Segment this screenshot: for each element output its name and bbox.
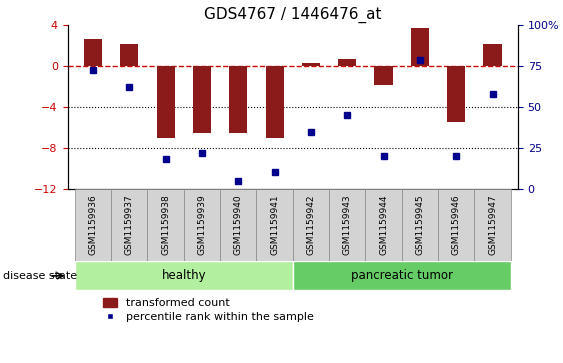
Bar [338, 59, 356, 66]
FancyBboxPatch shape [293, 189, 329, 261]
Text: GSM1159937: GSM1159937 [125, 195, 134, 256]
Bar [157, 66, 175, 138]
FancyBboxPatch shape [365, 189, 402, 261]
Bar [266, 66, 284, 138]
Text: GSM1159944: GSM1159944 [379, 195, 388, 255]
Bar [84, 39, 102, 66]
FancyBboxPatch shape [438, 189, 475, 261]
Title: GDS4767 / 1446476_at: GDS4767 / 1446476_at [204, 7, 382, 23]
Text: healthy: healthy [162, 269, 206, 282]
Text: pancreatic tumor: pancreatic tumor [351, 269, 453, 282]
Bar [447, 66, 465, 122]
Bar [120, 44, 138, 66]
FancyBboxPatch shape [293, 261, 511, 290]
FancyBboxPatch shape [111, 189, 148, 261]
FancyBboxPatch shape [256, 189, 293, 261]
FancyBboxPatch shape [220, 189, 256, 261]
Text: disease state: disease state [3, 271, 77, 281]
Text: GSM1159939: GSM1159939 [198, 195, 207, 256]
Text: GSM1159941: GSM1159941 [270, 195, 279, 256]
Bar [229, 66, 247, 132]
Text: GSM1159940: GSM1159940 [234, 195, 243, 256]
Text: GSM1159943: GSM1159943 [343, 195, 352, 256]
Text: GSM1159945: GSM1159945 [415, 195, 425, 256]
Legend: transformed count, percentile rank within the sample: transformed count, percentile rank withi… [101, 296, 316, 324]
Bar [302, 63, 320, 66]
FancyBboxPatch shape [75, 189, 111, 261]
Bar [193, 66, 211, 132]
Text: GSM1159947: GSM1159947 [488, 195, 497, 256]
Bar [484, 44, 502, 66]
FancyBboxPatch shape [148, 189, 184, 261]
Text: GSM1159942: GSM1159942 [306, 195, 315, 255]
Text: GSM1159946: GSM1159946 [452, 195, 461, 256]
FancyBboxPatch shape [475, 189, 511, 261]
FancyBboxPatch shape [329, 189, 365, 261]
Text: GSM1159936: GSM1159936 [88, 195, 97, 256]
FancyBboxPatch shape [184, 189, 220, 261]
FancyBboxPatch shape [75, 261, 293, 290]
Bar [411, 28, 429, 66]
Bar [374, 66, 392, 85]
Text: GSM1159938: GSM1159938 [161, 195, 170, 256]
FancyBboxPatch shape [402, 189, 438, 261]
